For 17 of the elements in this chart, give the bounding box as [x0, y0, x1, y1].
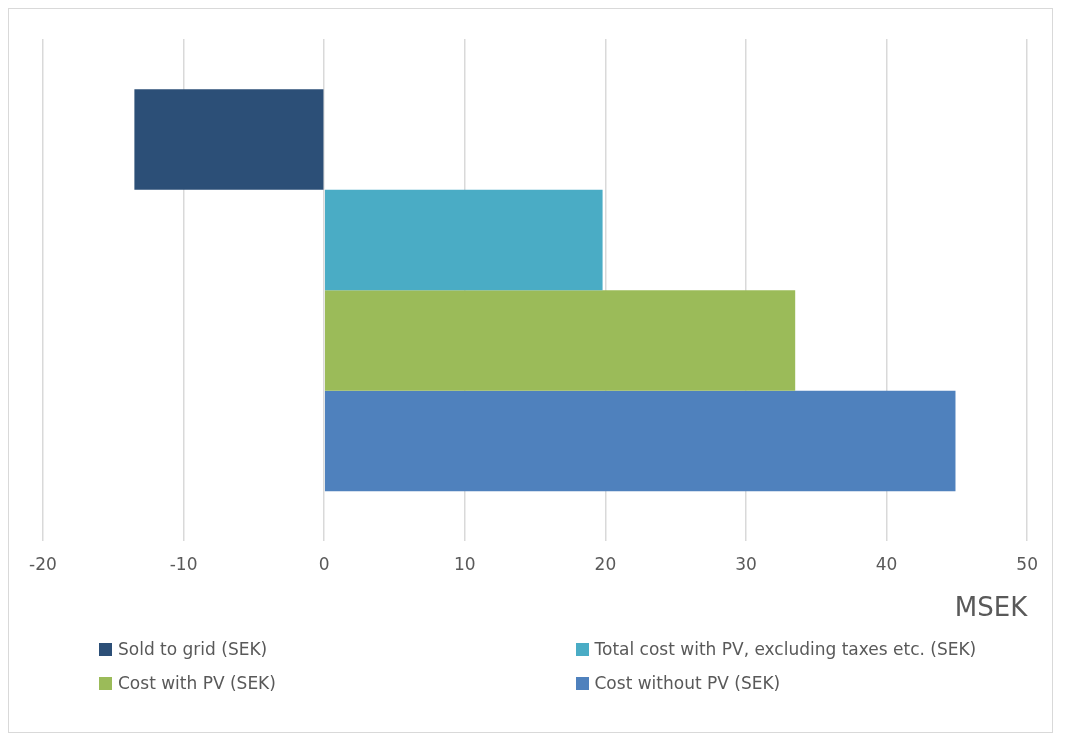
- legend-label: Sold to grid (SEK): [118, 639, 268, 659]
- x-tick-label: 20: [594, 554, 617, 575]
- legend-label: Cost without PV (SEK): [594, 673, 781, 693]
- bar: [134, 89, 324, 190]
- x-tick-label: 30: [735, 554, 757, 575]
- legend-label: Cost with PV (SEK): [118, 673, 276, 693]
- bar: [324, 290, 796, 391]
- x-tick-label: 0: [318, 554, 330, 575]
- x-tick-label: 50: [1016, 554, 1038, 575]
- x-tick-label: 10: [453, 554, 476, 575]
- x-axis-title: MSEK: [954, 592, 1029, 623]
- bar: [324, 390, 956, 492]
- x-tick-label: -20: [29, 554, 57, 575]
- bar: [324, 189, 603, 291]
- x-tick-label: -10: [169, 554, 198, 575]
- legend-label: Total cost with PV, excluding taxes etc. (SEK): [594, 639, 977, 659]
- x-tick-label: 40: [875, 554, 898, 575]
